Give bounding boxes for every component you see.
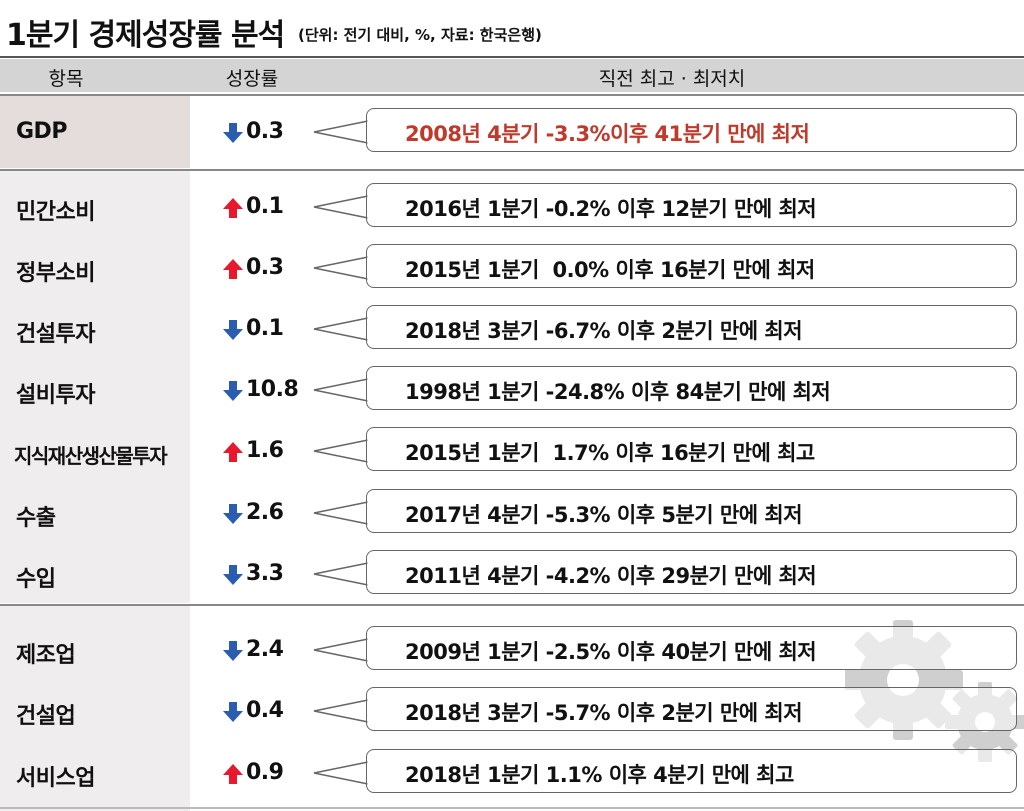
title-bar: 1분기 경제성장률 분석 (단위: 전기 대비, %, 자료: 한국은행): [0, 0, 1024, 56]
record-note: 2008년 4분기 -3.3%이후 41분기 만에 최저: [405, 122, 810, 146]
table-row: 민간소비 0.1 2016년 1분기 -0.2% 이후 12분기 만에 최저: [0, 176, 1024, 238]
row-item-label: 민간소비: [16, 200, 95, 225]
table-row: 건설업 0.4 2018년 3분기 -5.7% 이후 2분기 만에 최저: [0, 680, 1024, 742]
arrow-down-icon: [223, 504, 243, 524]
record-note: 2011년 4분기 -4.2% 이후 29분기 만에 최저: [405, 564, 817, 588]
arrow-up-icon: [223, 259, 243, 279]
row-item-label: 서비스업: [16, 766, 95, 791]
record-note: 2009년 1분기 -2.5% 이후 40분기 만에 최저: [405, 640, 817, 664]
row-item-label: 정부소비: [16, 261, 95, 286]
callout-pointer: [313, 120, 369, 144]
unit-note: (단위: 전기 대비, %, 자료: 한국은행): [298, 26, 542, 44]
gdp-label-bg: [0, 95, 190, 168]
arrow-down-icon: [223, 641, 243, 661]
record-note: 2016년 1분기 -0.2% 이후 12분기 만에 최저: [405, 197, 817, 221]
table-row: 수입 3.3 2011년 4분기 -4.2% 이후 29분기 만에 최저: [0, 543, 1024, 605]
callout-pointer: [313, 638, 369, 662]
demand-label-bg: [0, 171, 190, 603]
callout-pointer: [313, 501, 369, 525]
callout-pointer: [313, 195, 369, 219]
page-title: 1분기 경제성장률 분석: [6, 18, 285, 53]
arrow-down-icon: [223, 320, 243, 340]
growth-value: 0.1: [246, 194, 284, 219]
record-callout: 2015년 1분기 0.0% 이후 16분기 만에 최저: [366, 244, 1017, 288]
record-note: 2017년 4분기 -5.3% 이후 5분기 만에 최저: [405, 503, 803, 527]
record-note: 2015년 1분기 1.7% 이후 16분기 만에 최고: [405, 441, 815, 465]
growth-value: 1.6: [246, 438, 284, 463]
record-note: 2018년 1분기 1.1% 이후 4분기 만에 최고: [405, 763, 794, 787]
record-callout: 2015년 1분기 1.7% 이후 16분기 만에 최고: [366, 427, 1017, 471]
record-note: 2018년 3분기 -6.7% 이후 2분기 만에 최저: [405, 319, 803, 343]
callout-pointer: [313, 439, 369, 463]
arrow-down-icon: [223, 381, 243, 401]
record-callout: 2018년 3분기 -5.7% 이후 2분기 만에 최저: [366, 687, 1017, 731]
row-item-label: 지식재산생산물투자: [14, 444, 168, 468]
growth-value: 0.3: [246, 119, 284, 144]
table-row: GDP 0.3 2008년 4분기 -3.3%이후 41분기 만에 최저: [0, 101, 1024, 163]
callout-pointer: [313, 378, 369, 402]
record-note: 2018년 3분기 -5.7% 이후 2분기 만에 최저: [405, 701, 803, 725]
growth-value: 10.8: [246, 377, 299, 402]
table-row: 제조업 2.4 2009년 1분기 -2.5% 이후 40분기 만에 최저: [0, 619, 1024, 681]
growth-value: 0.9: [246, 760, 284, 785]
table-row: 건설투자 0.1 2018년 3분기 -6.7% 이후 2분기 만에 최저: [0, 298, 1024, 360]
row-item-label: 건설투자: [16, 322, 95, 347]
growth-value: 2.6: [246, 500, 284, 525]
arrow-down-icon: [223, 123, 243, 143]
table-row: 지식재산생산물투자 1.6 2015년 1분기 1.7% 이후 16분기 만에 최고: [0, 420, 1024, 482]
growth-value: 0.1: [246, 316, 284, 341]
gdp-divider: [0, 169, 1024, 171]
row-item-label: 수출: [16, 506, 56, 531]
record-callout: 2017년 4분기 -5.3% 이후 5분기 만에 최저: [366, 489, 1017, 533]
record-note: 2015년 1분기 0.0% 이후 16분기 만에 최저: [405, 258, 815, 282]
record-callout: 2008년 4분기 -3.3%이후 41분기 만에 최저: [366, 108, 1017, 152]
callout-pointer: [313, 761, 369, 785]
table-row: 서비스업 0.9 2018년 1분기 1.1% 이후 4분기 만에 최고: [0, 742, 1024, 804]
growth-value: 2.4: [246, 637, 284, 662]
arrow-down-icon: [223, 702, 243, 722]
row-item-label: 수입: [16, 567, 56, 592]
growth-value: 3.3: [246, 561, 284, 586]
table-row: 수출 2.6 2017년 4분기 -5.3% 이후 5분기 만에 최저: [0, 482, 1024, 544]
header-divider: [0, 94, 1024, 96]
growth-value: 0.3: [246, 255, 284, 280]
growth-value: 0.4: [246, 698, 284, 723]
record-callout: 2018년 3분기 -6.7% 이후 2분기 만에 최저: [366, 305, 1017, 349]
record-callout: 2018년 1분기 1.1% 이후 4분기 만에 최고: [366, 749, 1017, 793]
record-callout: 2011년 4분기 -4.2% 이후 29분기 만에 최저: [366, 550, 1017, 594]
arrow-down-icon: [223, 565, 243, 585]
row-item-label: 건설업: [16, 704, 76, 729]
arrow-up-icon: [223, 198, 243, 218]
bottom-divider: [0, 807, 1024, 809]
record-callout: 2009년 1분기 -2.5% 이후 40분기 만에 최저: [366, 626, 1017, 670]
industry-label-bg: [0, 606, 190, 811]
record-callout: 1998년 1분기 -24.8% 이후 84분기 만에 최저: [366, 366, 1017, 410]
top-divider: [0, 56, 1024, 58]
table-header: 항목 성장률 직전 최고 · 최저치: [0, 59, 1024, 92]
table-row: 설비투자 10.8 1998년 1분기 -24.8% 이후 84분기 만에 최저: [0, 359, 1024, 421]
callout-pointer: [313, 317, 369, 341]
industry-divider: [0, 604, 1024, 606]
header-item: 항목: [48, 68, 84, 90]
row-item-label: 설비투자: [16, 383, 95, 408]
row-item-label: GDP: [16, 119, 67, 144]
header-record: 직전 최고 · 최저치: [598, 68, 746, 90]
callout-pointer: [313, 699, 369, 723]
callout-pointer: [313, 256, 369, 280]
table-row: 정부소비 0.3 2015년 1분기 0.0% 이후 16분기 만에 최저: [0, 237, 1024, 299]
record-note: 1998년 1분기 -24.8% 이후 84분기 만에 최저: [405, 380, 831, 404]
arrow-up-icon: [223, 764, 243, 784]
row-item-label: 제조업: [16, 643, 76, 668]
callout-pointer: [313, 562, 369, 586]
record-callout: 2016년 1분기 -0.2% 이후 12분기 만에 최저: [366, 183, 1017, 227]
header-growth: 성장률: [225, 68, 279, 90]
arrow-up-icon: [223, 442, 243, 462]
